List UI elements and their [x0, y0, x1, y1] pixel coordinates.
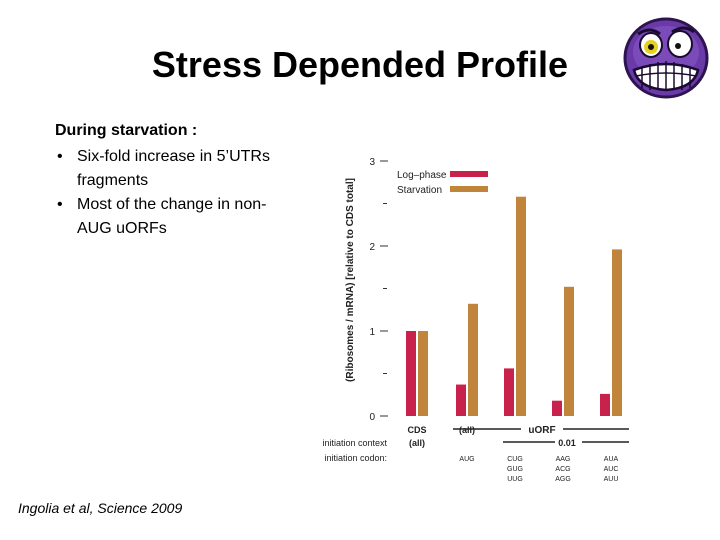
bullet-item: • Six-fold increase in 5’UTRs fragments: [55, 145, 270, 193]
legend-label: Starvation: [397, 185, 442, 196]
x-axis-labels: initiation context initiation codon: CDS (a…: [322, 425, 629, 483]
legend-swatch: [450, 171, 488, 177]
row-label-codon: initiation codon:: [324, 453, 387, 463]
legend-label: Log–phase: [397, 170, 447, 181]
bar-chart: (Ribosomes / mRNA) [relative to CDS tota…: [322, 157, 629, 483]
codon-label: AUU: [604, 476, 619, 483]
codon-label: AUA: [604, 456, 619, 463]
y-tick-label: 2: [369, 242, 375, 253]
codon-label: CUG: [507, 456, 523, 463]
codon-label: AGG: [555, 476, 571, 483]
bar-starvation: [612, 249, 622, 416]
codon-label: UUG: [507, 476, 523, 483]
bullet-dot: •: [57, 196, 63, 213]
bar-log-phase: [552, 400, 562, 416]
threshold-label: 0.01: [558, 438, 576, 448]
bar-log-phase: [600, 393, 610, 416]
bar-log-phase: [456, 384, 466, 416]
bullet-text: Most of the change in non-AUG uORFs: [77, 196, 267, 237]
row-label-context: initiation context: [322, 438, 387, 448]
y-tick-label: 0: [369, 412, 375, 423]
codon-label: ACG: [555, 466, 570, 473]
bullet-dot: •: [57, 148, 63, 165]
bar-log-phase: [406, 331, 416, 416]
y-axis-label: (Ribosomes / mRNA) [relative to CDS tota…: [345, 178, 356, 382]
legend: Log–phase Starvation: [397, 170, 488, 196]
codon-label: AUC: [604, 466, 619, 473]
bullet-list: • Six-fold increase in 5’UTRs fragments …: [55, 145, 270, 241]
bar-starvation: [564, 286, 574, 416]
bullet-item: • Most of the change in non-AUG uORFs: [55, 193, 270, 241]
codon-label: GUG: [507, 466, 523, 473]
intro-text: During starvation :: [55, 122, 198, 139]
y-axis: 0 1 2 3: [369, 157, 388, 423]
group-label: CDS: [407, 425, 426, 435]
citation: Ingolia et al, Science 2009: [18, 500, 183, 516]
uorf-label: uORF: [528, 425, 555, 436]
bar-log-phase: [504, 368, 514, 416]
bar-starvation: [468, 303, 478, 416]
bullet-text: Six-fold increase in 5’UTRs fragments: [77, 148, 270, 189]
bar-starvation: [418, 331, 428, 416]
bar-series: [406, 196, 622, 416]
legend-swatch: [450, 186, 488, 192]
group-label: (all): [459, 425, 475, 435]
grimacing-face-icon: [623, 17, 709, 99]
slide-title: Stress Depended Profile: [151, 44, 569, 85]
y-tick-label: 1: [369, 327, 375, 338]
bar-starvation: [516, 196, 526, 416]
codon-label: AAG: [556, 456, 571, 463]
group-sublabel: (all): [409, 438, 425, 448]
y-tick-label: 3: [369, 157, 375, 168]
codon-label: AUG: [459, 456, 474, 463]
